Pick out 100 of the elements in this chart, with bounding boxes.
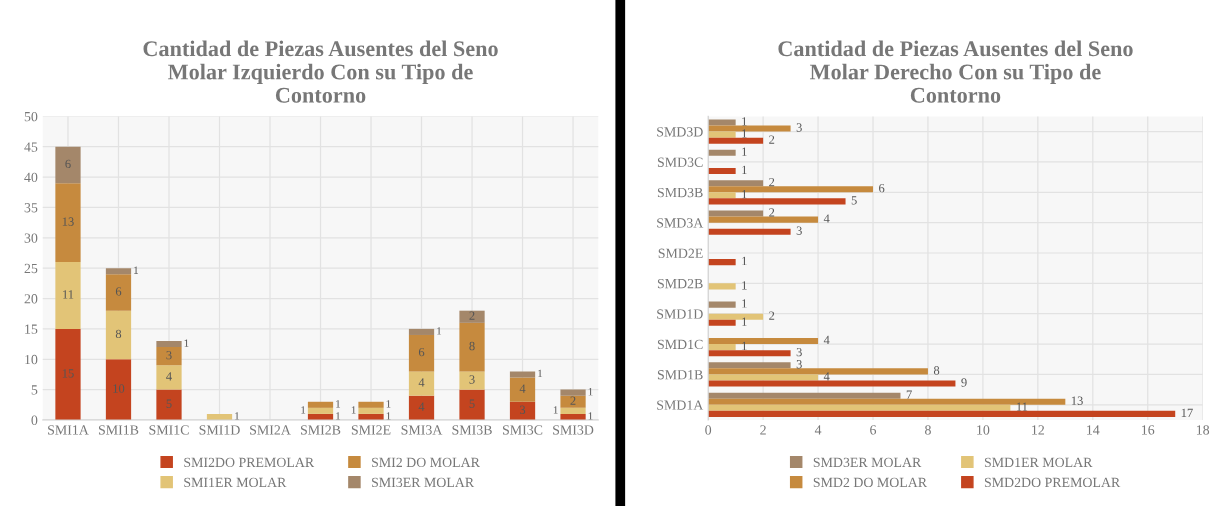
bar <box>708 149 736 156</box>
bar <box>408 395 435 420</box>
bar <box>156 389 182 420</box>
y-tick-label: SMD3B <box>657 187 703 198</box>
data-label: 13 <box>62 217 74 226</box>
data-label: 8 <box>469 341 475 351</box>
y-tick-label: 20 <box>24 294 38 304</box>
x-tick-label: SMI3A <box>401 425 443 435</box>
data-label: 6 <box>879 183 885 193</box>
y-tick-label: 25 <box>24 263 38 274</box>
bar <box>708 410 1176 417</box>
x-tick-label: SMI3B <box>452 425 492 435</box>
bar <box>105 359 132 420</box>
data-label: 9 <box>961 378 967 387</box>
bar <box>55 146 81 184</box>
bar <box>708 392 901 399</box>
bar <box>156 347 182 366</box>
bar <box>509 377 536 402</box>
legend-label: SMI3ER MOLAR <box>372 477 475 488</box>
data-label: 13 <box>1071 396 1083 405</box>
data-label: 1 <box>336 400 341 408</box>
y-tick-label: 10 <box>25 354 38 365</box>
data-label: 17 <box>1181 408 1193 417</box>
bar <box>560 389 586 396</box>
data-label: 6 <box>65 159 71 169</box>
bar <box>358 407 384 414</box>
data-label: 1 <box>742 165 747 175</box>
bar <box>708 131 736 138</box>
y-tick-label: SMD2B <box>657 278 703 289</box>
bar <box>708 362 791 369</box>
bar <box>560 407 586 414</box>
data-label: 3 <box>469 375 475 384</box>
bar <box>509 371 536 378</box>
data-label: 8 <box>115 329 122 339</box>
x-tick-label: 10 <box>977 425 990 435</box>
legend-label: SMD2 DO MOLAR <box>813 477 928 488</box>
data-label: 1 <box>742 281 747 290</box>
bar <box>708 119 736 126</box>
data-label: 1 <box>386 400 391 408</box>
legend-label: SMI2 DO MOLAR <box>372 457 480 468</box>
bar <box>708 210 764 217</box>
data-label: 1 <box>553 406 558 414</box>
x-tick-label: SMI1A <box>48 425 89 435</box>
x-tick-label: 8 <box>925 425 931 435</box>
x-tick-label: SMI1D <box>199 425 240 435</box>
bar <box>55 262 81 329</box>
data-label: 4 <box>823 214 830 223</box>
y-tick-label: SMD1D <box>657 309 703 319</box>
bar <box>408 328 435 335</box>
data-label: 1 <box>134 266 139 274</box>
x-tick-label: 0 <box>705 425 712 435</box>
data-label: 1 <box>184 339 189 347</box>
data-label: 4 <box>519 384 526 393</box>
bar <box>708 344 736 351</box>
data-label: 3 <box>166 350 172 360</box>
y-tick-label: 50 <box>24 111 38 122</box>
data-label: 1 <box>742 147 747 156</box>
data-label: 5 <box>166 399 172 408</box>
bar <box>358 401 384 408</box>
y-tick-label: 45 <box>24 142 38 152</box>
bar <box>105 274 132 311</box>
legend-label: SMD3ER MOLAR <box>813 457 922 468</box>
x-tick-label: 12 <box>1032 425 1045 435</box>
y-tick-label: SMD1C <box>657 339 703 350</box>
bar <box>708 374 819 381</box>
x-tick-label: 18 <box>1196 425 1210 435</box>
x-tick-label: 6 <box>870 425 877 435</box>
x-tick-label: SMI2B <box>300 425 341 435</box>
x-tick-label: 2 <box>760 425 766 435</box>
x-tick-label: 14 <box>1087 425 1100 435</box>
bar <box>708 216 819 223</box>
data-label: 11 <box>1016 402 1028 411</box>
data-label: 3 <box>796 347 802 357</box>
x-tick-label: SMI1C <box>149 425 189 435</box>
data-label: 4 <box>418 378 425 387</box>
data-label: 4 <box>418 402 425 411</box>
data-label: 3 <box>796 360 802 369</box>
data-label: 5 <box>469 399 475 408</box>
bar <box>708 283 736 290</box>
bar <box>708 167 736 175</box>
legend-label: SMD2DO PREMOLAR <box>984 477 1121 488</box>
bar <box>408 334 435 372</box>
bar <box>156 341 182 348</box>
data-label: 6 <box>418 347 425 357</box>
x-tick-label: SMI2A <box>250 425 291 435</box>
bar <box>708 198 846 205</box>
y-tick-label: SMD1A <box>657 400 704 410</box>
data-label: 1 <box>742 256 747 266</box>
bar <box>55 183 81 263</box>
data-label: 1 <box>386 412 391 420</box>
data-label: 3 <box>796 226 802 235</box>
bar <box>708 380 956 387</box>
y-tick-label: 15 <box>25 324 38 334</box>
data-label: 1 <box>588 387 593 396</box>
data-label: 6 <box>115 287 122 296</box>
legend-label: SMI1ER MOLAR <box>184 477 287 488</box>
bar <box>459 371 485 390</box>
x-tick-label: SMI3C <box>503 425 543 435</box>
bar <box>459 322 485 372</box>
bar <box>708 192 736 199</box>
